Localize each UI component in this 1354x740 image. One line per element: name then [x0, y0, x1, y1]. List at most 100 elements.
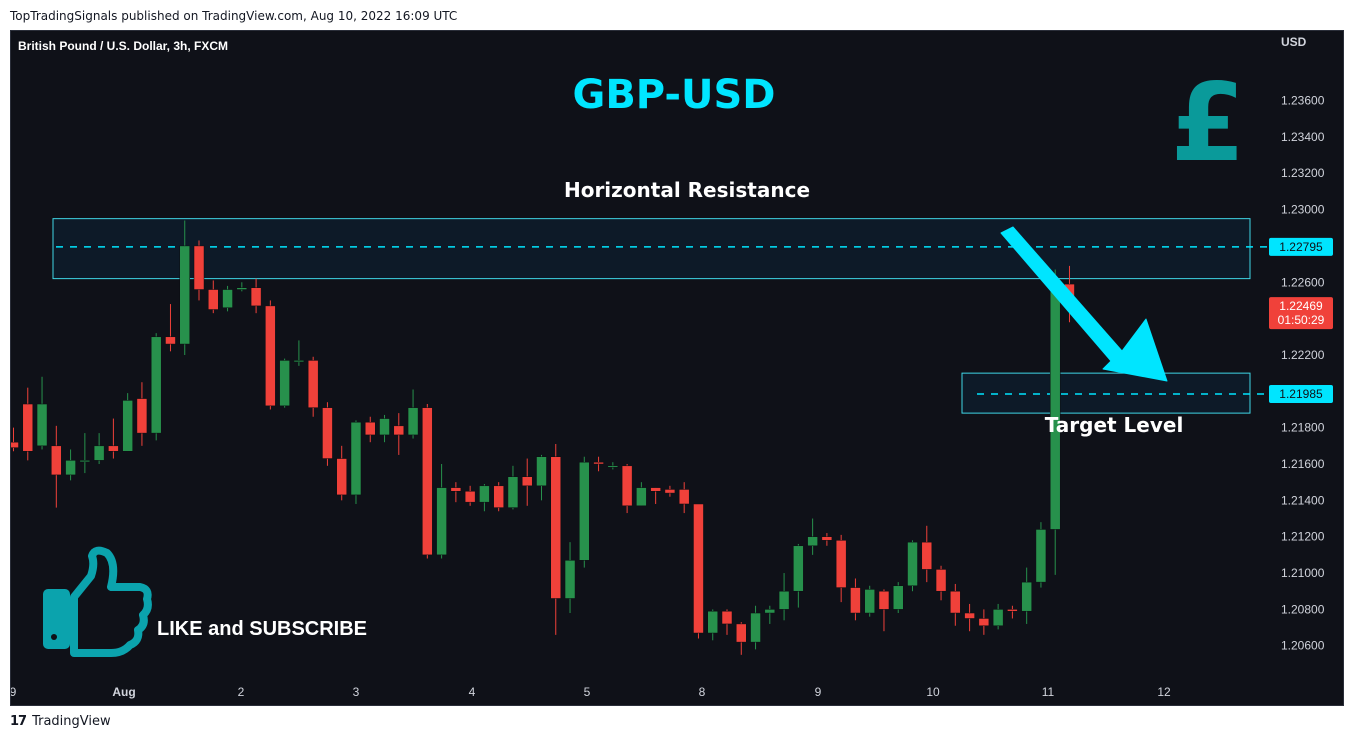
candle	[407, 389, 419, 439]
candle-body	[536, 456, 547, 487]
target-zone	[961, 372, 1251, 414]
candle-body	[564, 560, 576, 599]
candle-body	[593, 461, 604, 465]
candle-body	[650, 487, 661, 492]
chart-panel[interactable]: British Pound / U.S. Dollar, 3h, FXCM GBP…	[10, 30, 1344, 706]
candle	[778, 573, 790, 621]
candle-body	[864, 589, 875, 614]
candle-body	[1021, 581, 1032, 612]
candle-body	[579, 461, 590, 561]
candle	[165, 304, 176, 352]
symbol-label: British Pound / U.S. Dollar, 3h, FXCM	[18, 39, 228, 53]
candle	[650, 487, 661, 504]
candle	[950, 583, 961, 626]
candle	[1007, 605, 1018, 619]
candle	[236, 282, 248, 292]
candle-body	[621, 465, 633, 507]
x-tick-label: 11	[1042, 685, 1055, 699]
current-price-badge-bg	[1269, 297, 1333, 330]
candle	[464, 485, 476, 506]
footer-brand[interactable]: TradingView	[32, 714, 111, 729]
candle	[1035, 522, 1047, 588]
x-tick-label: 8	[699, 685, 706, 699]
candle	[208, 280, 219, 314]
x-tick-label: Aug	[112, 685, 135, 699]
candle	[479, 483, 490, 512]
candle-body	[821, 536, 833, 541]
candle	[436, 464, 447, 559]
candle-body	[550, 456, 562, 599]
candle-body	[935, 569, 947, 592]
y-tick-label: 1.22600	[1281, 275, 1325, 289]
candle-body	[79, 460, 91, 463]
candle-body	[978, 618, 990, 626]
candle	[336, 445, 347, 501]
x-tick-label: 2	[238, 685, 245, 699]
y-tick-label: 1.23200	[1281, 166, 1325, 180]
candle	[935, 565, 947, 601]
candle-body	[636, 487, 647, 507]
candle	[821, 533, 833, 546]
candle-body	[236, 287, 248, 290]
candle	[693, 503, 704, 639]
candle-body	[179, 245, 190, 345]
down-arrow-icon	[1000, 226, 1168, 382]
candle	[150, 333, 162, 441]
candle-body	[108, 445, 119, 452]
candle-body	[93, 445, 105, 461]
candle-body	[607, 465, 619, 468]
chart-title: GBP-USD	[572, 72, 775, 118]
x-tick-label: 3	[353, 685, 360, 699]
candle	[450, 482, 462, 503]
candle	[736, 622, 747, 655]
candle-body	[678, 489, 690, 505]
candle-body	[1007, 609, 1018, 612]
candle	[393, 413, 405, 455]
candle	[493, 482, 504, 512]
x-tick-label: 12	[1157, 685, 1171, 699]
candle-body	[436, 487, 447, 556]
y-tick-label: 1.23000	[1281, 203, 1325, 217]
candle-body	[65, 460, 76, 476]
candle-body	[721, 610, 733, 625]
candle	[593, 456, 604, 472]
candle-body	[365, 421, 376, 436]
candle	[422, 404, 433, 559]
candle-body	[750, 612, 761, 643]
candle-body	[850, 587, 861, 614]
candle-body	[350, 421, 362, 496]
target-price-badge-bg	[1269, 385, 1333, 404]
candle	[764, 605, 776, 624]
candle	[964, 603, 975, 632]
pound-sign-icon: £	[1170, 61, 1245, 186]
candle-body	[921, 541, 933, 570]
candle-body	[51, 445, 62, 476]
candle-body	[479, 485, 490, 503]
resistance-price-badge-text: 1.22795	[1279, 240, 1323, 254]
candle-body	[22, 403, 34, 452]
candle-body	[878, 590, 890, 610]
candle	[636, 482, 647, 507]
candle-body	[122, 400, 133, 452]
candle-body	[1035, 529, 1047, 583]
candle-body	[778, 590, 790, 610]
candle	[678, 482, 690, 514]
thumb-hand	[70, 546, 152, 657]
candle-body	[964, 612, 975, 619]
candle	[536, 454, 547, 501]
candle	[136, 382, 148, 446]
countdown-text: 01:50:29	[1278, 313, 1325, 327]
resistance-price-badge-bg	[1269, 237, 1333, 256]
candle	[750, 605, 761, 650]
candle-body	[11, 441, 19, 448]
candle	[222, 285, 233, 312]
candle-body	[664, 489, 676, 494]
y-tick-label: 1.21800	[1281, 421, 1325, 435]
candle	[1021, 567, 1032, 624]
candle	[179, 220, 190, 355]
candle	[250, 278, 262, 314]
candlestick-chart[interactable]: British Pound / U.S. Dollar, 3h, FXCM GBP…	[11, 31, 1343, 705]
candle-body	[450, 487, 462, 492]
thumbs-up-icon	[43, 546, 152, 657]
